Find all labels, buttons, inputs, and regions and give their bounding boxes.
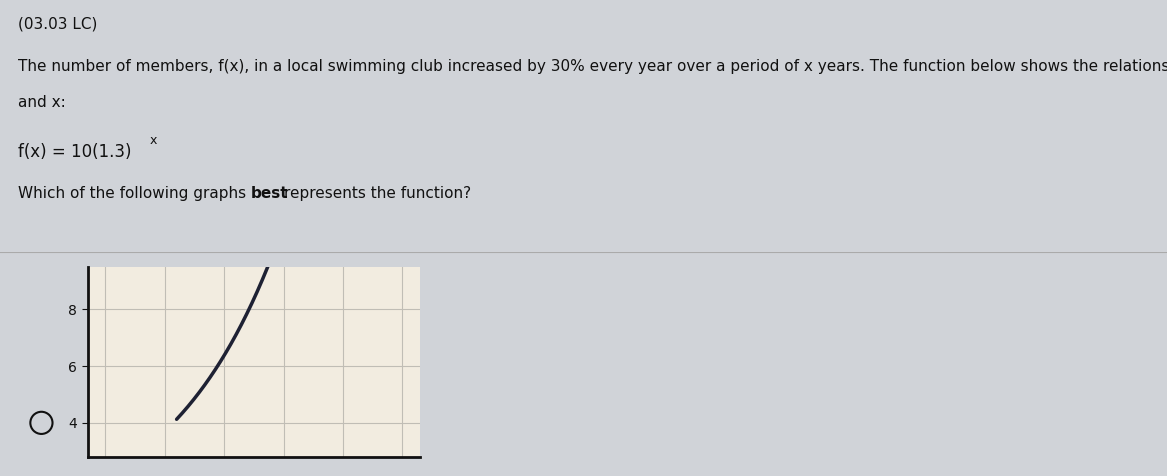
Text: best: best xyxy=(251,186,288,201)
Text: x: x xyxy=(149,134,156,147)
Text: (03.03 LC): (03.03 LC) xyxy=(18,17,97,32)
Text: represents the function?: represents the function? xyxy=(284,186,470,201)
Text: The number of members, f(x), in a local swimming club increased by 30% every yea: The number of members, f(x), in a local … xyxy=(18,60,1167,75)
Text: f(x) = 10(1.3): f(x) = 10(1.3) xyxy=(18,143,131,161)
Text: Which of the following graphs: Which of the following graphs xyxy=(18,186,251,201)
Text: and x:: and x: xyxy=(18,95,65,110)
